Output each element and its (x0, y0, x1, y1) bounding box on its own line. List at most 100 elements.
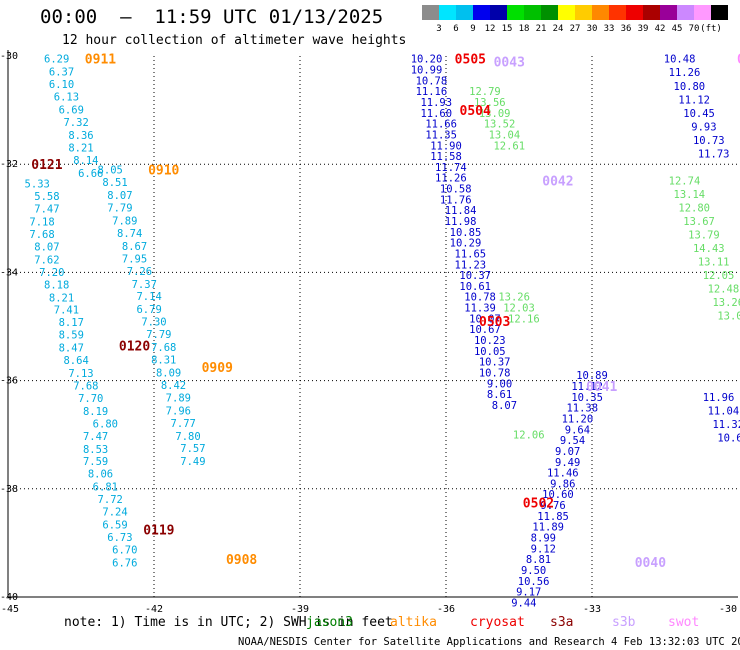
wave-height-point: 9.00 (487, 378, 512, 390)
wave-height-point: 10.58 (440, 184, 472, 196)
wave-height-point: 8.09 (156, 367, 181, 379)
wave-height-point: 8.07 (34, 241, 59, 253)
wave-height-point: 7.72 (98, 494, 123, 506)
wave-height-point: 13.79 (688, 230, 720, 242)
wave-height-points: 6.296.376.106.136.697.328.368.218.146.66… (25, 54, 740, 610)
track-time-label: 0910 (148, 164, 179, 179)
wave-height-point: 6.81 (93, 482, 118, 494)
legend-s3b: s3b (612, 615, 636, 630)
y-tick-label: -30 (0, 51, 18, 62)
track-time-label: 0119 (143, 523, 174, 538)
chart-subtitle: 12 hour collection of altimeter wave hei… (62, 33, 407, 48)
axes: -45 -42 -39 -36 -33 -30 -30 -32 -34 -36 -38 -40 (0, 50, 738, 615)
wave-height-point: 12.79 (469, 86, 501, 98)
colorbar-label: 42 (655, 24, 666, 34)
wave-height-point: 8.19 (83, 406, 108, 418)
colorbar-label: 21 (536, 24, 547, 34)
wave-height-point: 11.93 (420, 97, 452, 109)
wave-height-point: 10.60 (542, 489, 574, 501)
wave-height-point: 11.73 (698, 148, 730, 160)
wave-height-point: 11.66 (425, 119, 457, 131)
x-tick-label: -36 (437, 604, 455, 615)
wave-height-point: 10.78 (464, 292, 496, 304)
wave-height-point: 13.14 (674, 189, 706, 201)
colorbar-label: 3 (436, 24, 441, 34)
wave-height-point: 6.70 (112, 544, 137, 556)
y-tick-label: -36 (0, 376, 18, 387)
colorbar-swatch (660, 5, 677, 20)
wave-height-point: 7.32 (63, 117, 88, 129)
satellite-legend: note: 1) Time is in UTC; 2) SWH is in fe… (64, 615, 699, 630)
wave-height-point: 11.12 (678, 94, 710, 106)
y-tick-label: -38 (0, 484, 18, 495)
wave-height-point: 8.47 (59, 343, 84, 355)
x-tick-label: -30 (719, 604, 737, 615)
wave-height-point: 11.39 (464, 303, 496, 315)
colorbar-label: 36 (621, 24, 632, 34)
wave-height-point: 11.74 (435, 162, 467, 174)
wave-height-point: 13.26 (498, 292, 530, 304)
legend-jason3: jason3 (306, 615, 353, 630)
legend-altika: altika (390, 615, 437, 630)
wave-height-point: 8.31 (151, 355, 176, 367)
wave-height-point: 11.76 (440, 194, 472, 206)
colorbar-swatch (507, 5, 524, 20)
wave-height-point: 7.13 (68, 368, 93, 380)
wave-height-point: 11.35 (425, 129, 457, 141)
wave-height-point: 13.03 (717, 311, 740, 323)
track-time-label: 0042 (542, 174, 573, 189)
colorbar-swatch (711, 5, 728, 20)
wave-height-point: 8.06 (88, 469, 113, 481)
colorbar-swatch (643, 5, 660, 20)
colorbar-label: 27 (570, 24, 581, 34)
colorbar-swatch (541, 5, 558, 20)
colorbar-swatch (558, 5, 575, 20)
wave-height-point: 6.10 (49, 79, 74, 91)
wave-height-point: 10.23 (474, 335, 506, 347)
wave-height-point: 7.14 (136, 291, 161, 303)
wave-height-point: 10.07 (469, 313, 501, 325)
colorbar-label: 33 (604, 24, 615, 34)
wave-height-point: 7.79 (146, 329, 171, 341)
track-time-label: 0120 (119, 339, 150, 354)
track-time-label: 0505 (455, 53, 486, 68)
wave-height-point: 6.69 (59, 105, 84, 117)
wave-height-point: 9.64 (565, 424, 590, 436)
wave-height-point: 9.44 (511, 597, 536, 609)
wave-height-point: 13.56 (474, 97, 506, 109)
wave-height-point: 8.99 (531, 532, 556, 544)
wave-height-point: 7.62 (34, 254, 59, 266)
track-time-label: 0043 (494, 55, 525, 70)
wave-height-point: 7.26 (127, 266, 152, 278)
wave-height-point: 8.21 (49, 292, 74, 304)
wave-height-point: 8.07 (492, 400, 517, 412)
colorbar-swatch (626, 5, 643, 20)
colorbar-swatch (575, 5, 592, 20)
wave-height-point: 7.30 (141, 317, 166, 329)
colorbar-label: (ft) (700, 24, 722, 34)
grid-lines (8, 56, 738, 597)
track-time-label: 0504 (460, 104, 491, 119)
wave-height-point: 7.89 (166, 392, 191, 404)
wave-height-point: 12.03 (503, 303, 535, 315)
wave-height-point: 12.61 (493, 140, 525, 152)
wave-height-point: 7.70 (78, 393, 103, 405)
wave-height-point: 12.48 (708, 284, 740, 296)
wave-height-point: 11.12 (571, 381, 603, 393)
wave-height-point: 11.84 (445, 205, 477, 217)
wave-height-point: 9.49 (555, 457, 580, 469)
wave-height-point: 11.58 (430, 151, 462, 163)
wave-height-point: 12.16 (508, 313, 540, 325)
track-time-label: 0502 (523, 496, 554, 511)
wave-height-point: 8.74 (117, 228, 142, 240)
wave-height-point: 8.14 (73, 155, 98, 167)
wave-height-point: 6.73 (107, 532, 132, 544)
wave-height-point: 7.96 (166, 405, 191, 417)
wave-height-point: 12.06 (513, 430, 545, 442)
wave-height-point: 8.42 (161, 380, 186, 392)
wave-height-point: 10.05 (474, 346, 506, 358)
wave-height-point: 8.67 (122, 241, 147, 253)
colorbar-label: 6 (453, 24, 458, 34)
wave-height-point: 10.48 (664, 54, 696, 66)
